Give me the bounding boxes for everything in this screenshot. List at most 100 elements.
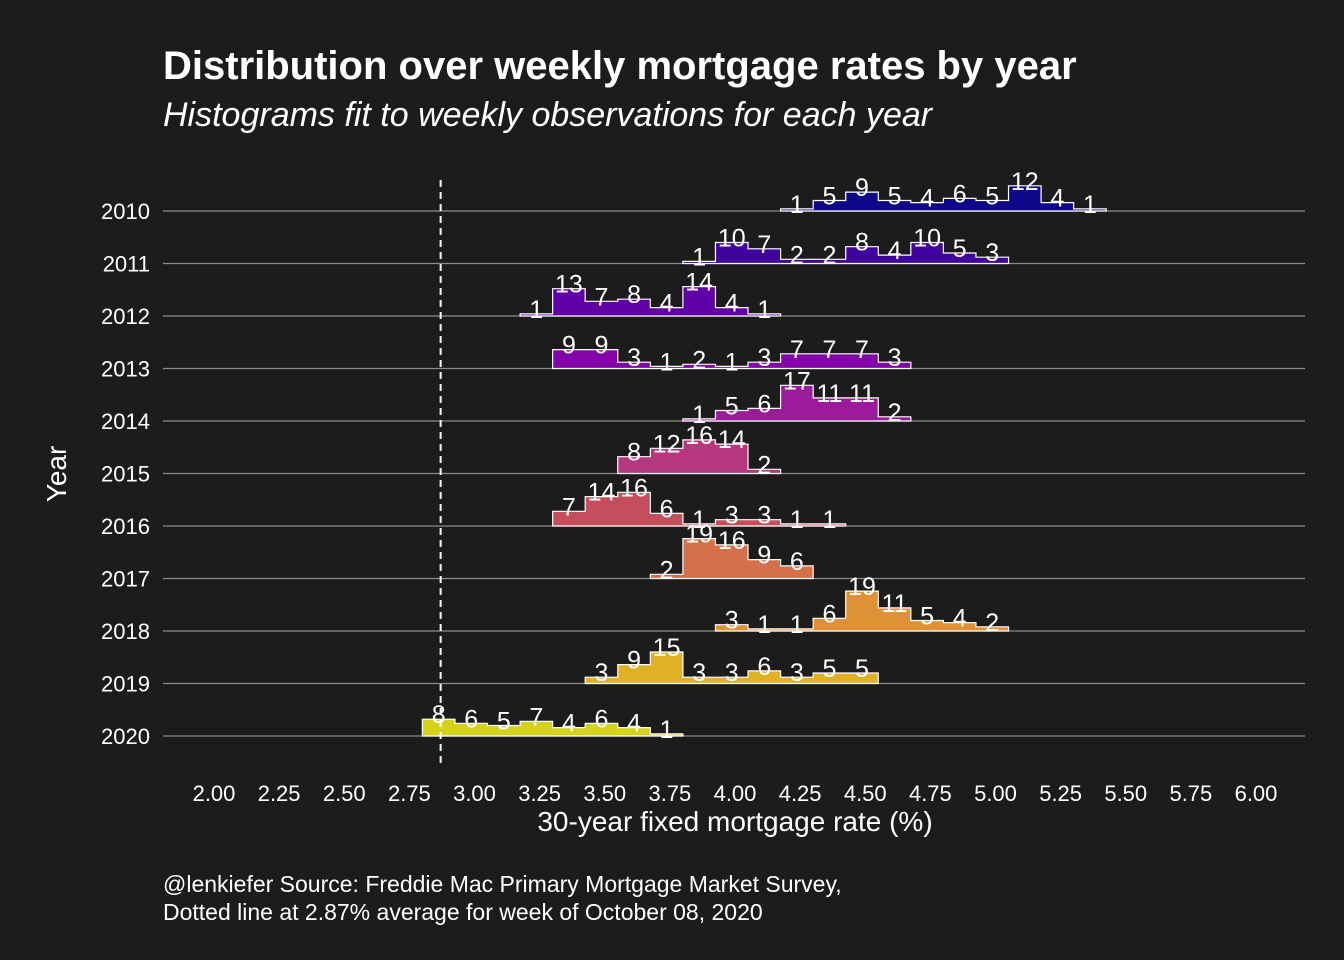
count-label: 19 <box>848 573 876 601</box>
histogram-2011 <box>682 241 1010 265</box>
histogram-2016 <box>552 491 847 527</box>
count-label: 8 <box>855 229 869 257</box>
x-tick-label: 2.00 <box>193 781 236 806</box>
count-label: 4 <box>953 605 967 633</box>
count-label: 7 <box>529 703 543 731</box>
count-label: 6 <box>595 705 609 733</box>
count-label: 9 <box>627 647 641 675</box>
count-label: 8 <box>627 281 641 309</box>
x-tick-label: 3.25 <box>518 781 561 806</box>
count-label: 14 <box>718 426 746 454</box>
count-label: 5 <box>888 183 902 211</box>
count-label: 10 <box>913 225 941 253</box>
count-label: 12 <box>1011 168 1039 196</box>
count-label: 1 <box>790 611 804 639</box>
x-tick-label: 3.50 <box>583 781 626 806</box>
y-tick-2011: 2011 <box>103 252 150 277</box>
x-axis-label: 30-year fixed mortgage rate (%) <box>537 806 932 837</box>
x-tick-label: 4.25 <box>779 781 822 806</box>
y-tick-2017: 2017 <box>101 567 150 592</box>
count-label: 14 <box>685 269 713 297</box>
count-label: 11 <box>882 590 908 618</box>
count-label: 8 <box>432 701 446 729</box>
count-label: 2 <box>692 346 706 374</box>
count-label: 12 <box>653 430 681 458</box>
x-tick-label: 4.75 <box>909 781 952 806</box>
count-label: 11 <box>816 380 842 408</box>
histogram-2013 <box>552 349 912 370</box>
histogram-2020 <box>421 718 684 737</box>
y-tick-2015: 2015 <box>101 462 150 487</box>
count-label: 4 <box>725 290 739 318</box>
y-tick-2010: 2010 <box>101 199 150 224</box>
count-label: 7 <box>595 283 609 311</box>
histogram-2014 <box>682 384 912 422</box>
count-label: 16 <box>685 422 713 450</box>
count-label: 6 <box>790 548 804 576</box>
count-label: 16 <box>620 474 648 502</box>
x-tick-label: 2.75 <box>388 781 431 806</box>
y-tick-2018: 2018 <box>101 619 150 644</box>
count-label: 10 <box>718 225 746 253</box>
x-tick-label: 4.00 <box>714 781 757 806</box>
count-label: 5 <box>953 235 967 263</box>
count-label: 2 <box>822 241 836 269</box>
count-label: 5 <box>822 183 836 211</box>
count-label: 5 <box>855 655 869 683</box>
count-label: 3 <box>595 659 609 687</box>
count-label: 9 <box>595 332 609 360</box>
y-tick-2014: 2014 <box>101 409 150 434</box>
count-label: 3 <box>692 659 706 687</box>
count-label: 4 <box>660 290 674 318</box>
count-label: 5 <box>822 655 836 683</box>
count-label: 5 <box>985 183 999 211</box>
count-label: 1 <box>692 243 706 271</box>
count-label: 1 <box>692 401 706 429</box>
count-label: 19 <box>685 521 713 549</box>
count-label: 4 <box>920 185 934 213</box>
count-label: 3 <box>725 502 739 530</box>
count-label: 7 <box>822 336 836 364</box>
histogram-2015 <box>617 439 782 475</box>
histogram-2019 <box>584 651 879 685</box>
count-label: 1 <box>725 348 739 376</box>
x-tick-label: 3.75 <box>648 781 691 806</box>
count-label: 1 <box>790 191 804 219</box>
histogram-layers <box>421 185 1107 737</box>
count-label: 7 <box>757 231 771 259</box>
count-label: 6 <box>953 180 967 208</box>
histogram-2017 <box>649 538 814 580</box>
count-label: 13 <box>555 271 583 299</box>
count-label: 3 <box>757 502 771 530</box>
y-tick-2013: 2013 <box>101 357 150 382</box>
count-label: 1 <box>660 716 674 744</box>
count-label: 4 <box>888 237 902 265</box>
y-tick-2016: 2016 <box>101 514 150 539</box>
count-label: 2 <box>888 399 902 427</box>
count-label: 9 <box>562 332 576 360</box>
count-label: 14 <box>588 479 616 507</box>
count-label: 1 <box>660 348 674 376</box>
count-label: 2 <box>660 556 674 584</box>
count-label: 3 <box>725 607 739 635</box>
x-tick-label: 6.00 <box>1235 781 1278 806</box>
caption-line-2: Dotted line at 2.87% average for week of… <box>163 899 763 925</box>
count-label: 9 <box>757 542 771 570</box>
histogram-2010 <box>779 185 1107 212</box>
count-label: 7 <box>562 493 576 521</box>
count-label: 4 <box>562 710 576 738</box>
count-label: 15 <box>653 634 681 662</box>
x-tick-labels: 2.00 2.25 2.50 2.75 3.00 3.25 3.50 3.75 4.00 4.25… <box>193 781 1278 806</box>
count-label: 3 <box>627 344 641 372</box>
count-label: 1 <box>1083 191 1097 219</box>
x-tick-label: 5.75 <box>1169 781 1212 806</box>
y-tick-2019: 2019 <box>101 672 150 697</box>
x-tick-label: 4.50 <box>844 781 887 806</box>
count-label: 6 <box>660 495 674 523</box>
count-label: 3 <box>985 239 999 267</box>
chart-subtitle: Histograms fit to weekly observations fo… <box>163 96 933 134</box>
x-tick-label: 3.00 <box>453 781 496 806</box>
count-label: 5 <box>725 393 739 421</box>
